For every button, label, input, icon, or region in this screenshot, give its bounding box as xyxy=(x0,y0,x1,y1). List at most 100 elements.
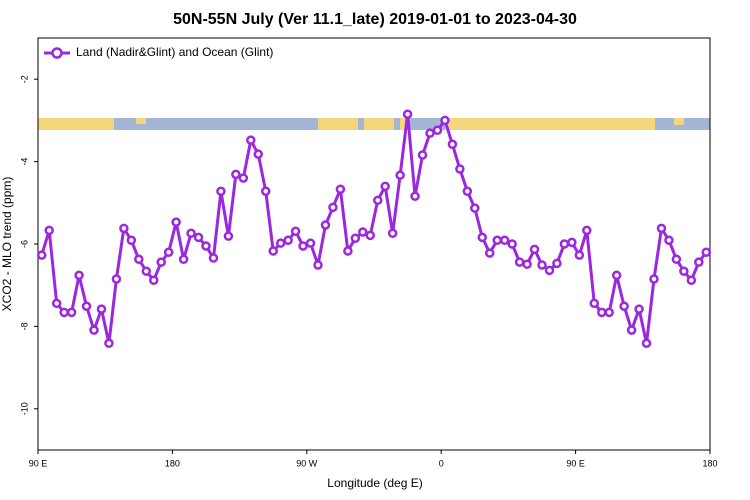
data-point xyxy=(574,250,585,260)
data-point xyxy=(111,274,122,284)
data-point xyxy=(283,235,293,246)
data-point xyxy=(89,325,99,335)
data-point xyxy=(604,307,614,318)
chart-title: 50N-55N July (Ver 11.1_late) 2019-01-01 … xyxy=(173,11,577,28)
data-point xyxy=(470,203,480,213)
data-point xyxy=(522,259,532,269)
data-point xyxy=(537,260,547,270)
data-point xyxy=(298,241,308,251)
x-axis-label: Longitude (deg E) xyxy=(327,476,422,490)
plot-frame xyxy=(37,37,711,451)
data-point xyxy=(178,254,189,264)
data-point xyxy=(96,304,107,314)
data-point xyxy=(51,298,62,309)
y-tick-label: -2 xyxy=(19,75,29,83)
data-point xyxy=(186,228,196,239)
data-point xyxy=(611,270,622,281)
data-point xyxy=(679,266,689,276)
data-point xyxy=(507,239,517,249)
x-tick-label: 90 E xyxy=(566,458,585,468)
data-point xyxy=(358,227,368,237)
data-point xyxy=(477,232,488,243)
data-point xyxy=(350,233,361,243)
data-point xyxy=(238,173,249,183)
data-point xyxy=(462,186,473,197)
legend-marker xyxy=(51,47,63,59)
y-tick-label: -8 xyxy=(19,322,29,330)
data-point xyxy=(649,274,659,284)
data-point xyxy=(260,186,271,197)
y-tick-label: -6 xyxy=(19,240,29,248)
data-point xyxy=(455,164,465,174)
data-point xyxy=(402,109,413,119)
data-point xyxy=(126,235,137,246)
data-point xyxy=(440,115,450,126)
data-point xyxy=(671,254,682,264)
data-point xyxy=(395,170,405,180)
data-point xyxy=(313,260,323,270)
y-axis-label: XCO2 - MLO trend (ppm) xyxy=(0,177,14,312)
data-point xyxy=(335,184,346,194)
data-point xyxy=(619,301,629,311)
data-point xyxy=(208,253,219,263)
data-point xyxy=(253,149,264,159)
data-point xyxy=(66,307,77,318)
data-point xyxy=(559,239,570,249)
data-point xyxy=(148,275,159,286)
y-tick-label: -4 xyxy=(19,158,29,166)
data-point xyxy=(410,191,420,201)
data-point xyxy=(290,226,301,236)
data-point xyxy=(141,266,152,276)
data-point xyxy=(544,265,555,276)
data-point xyxy=(201,241,211,251)
x-tick-label: 0 xyxy=(439,458,444,468)
data-point xyxy=(387,228,398,239)
data-point xyxy=(514,257,525,267)
data-point xyxy=(626,325,637,335)
data-point xyxy=(589,298,600,309)
data-point xyxy=(596,307,607,318)
data-point xyxy=(582,225,592,236)
data-point xyxy=(156,257,166,267)
data-point xyxy=(246,135,256,145)
x-tick-label: 90 W xyxy=(296,458,318,468)
data-point xyxy=(701,247,712,257)
data-point xyxy=(163,247,174,257)
data-point xyxy=(492,235,502,246)
data-point xyxy=(268,246,278,256)
data-point xyxy=(36,250,47,260)
data-point xyxy=(223,231,234,241)
x-tick-label: 90 E xyxy=(29,458,48,468)
data-point xyxy=(74,270,84,281)
data-point xyxy=(104,338,114,349)
data-point xyxy=(81,301,92,311)
data-point xyxy=(552,258,562,269)
data-point xyxy=(216,186,226,197)
data-point xyxy=(686,275,697,286)
data-point xyxy=(59,307,69,318)
data-point xyxy=(372,195,383,206)
x-tick-label: 180 xyxy=(702,458,717,468)
data-point xyxy=(365,230,376,241)
legend-label: Land (Nadir&Glint) and Ocean (Glint) xyxy=(76,45,273,59)
data-point xyxy=(119,223,129,234)
data-point xyxy=(567,237,577,248)
data-point xyxy=(193,232,204,243)
data-point xyxy=(425,128,435,138)
data-point xyxy=(171,217,181,227)
land-ocean-strip xyxy=(38,118,710,130)
data-point xyxy=(641,338,652,349)
data-point xyxy=(231,169,241,180)
data-point xyxy=(634,304,644,314)
data-point xyxy=(447,139,458,150)
data-point xyxy=(417,150,428,160)
data-point xyxy=(305,238,316,248)
data-point xyxy=(328,202,338,213)
data-point xyxy=(529,244,540,255)
data-point xyxy=(380,181,390,192)
data-point xyxy=(44,225,54,236)
data-point xyxy=(432,125,443,136)
data-point xyxy=(694,257,704,267)
data-point xyxy=(134,254,144,264)
